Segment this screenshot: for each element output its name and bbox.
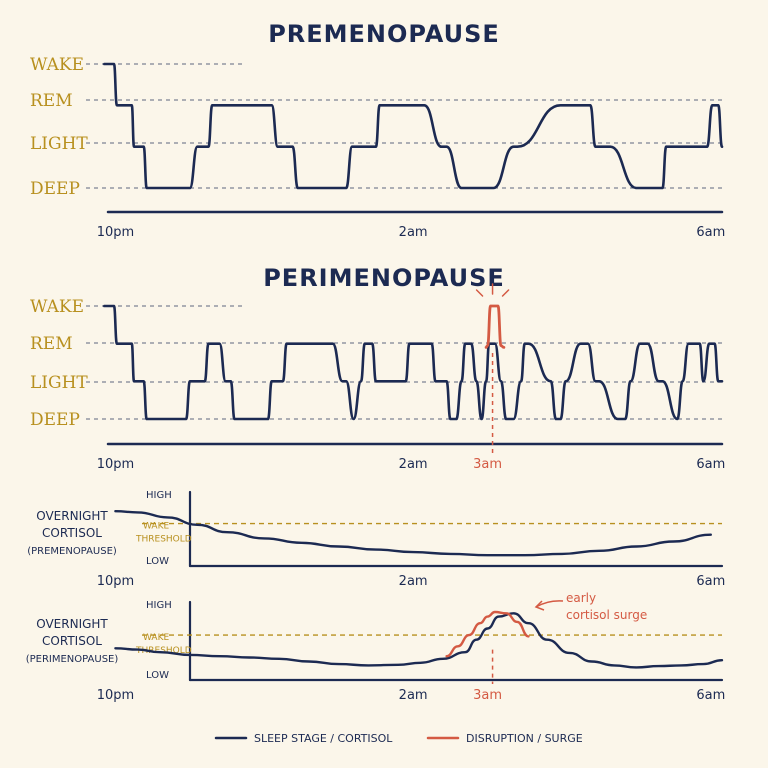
premenopause-hypnogram: PREMENOPAUSE WAKE REM LIGHT DEEP 10pm 2am 6am	[30, 20, 725, 240]
x-tick-label: 6am	[696, 457, 725, 472]
y-label-high: HIGH	[146, 490, 172, 501]
annotation-text: early	[566, 591, 596, 605]
threshold-label: THRESHOLD	[135, 535, 192, 545]
side-label: OVERNIGHT	[36, 617, 108, 631]
x-tick-label: 2am	[399, 688, 428, 703]
cortisol-line	[114, 612, 724, 669]
surge-ray	[501, 289, 510, 297]
y-label-low: LOW	[146, 556, 169, 567]
side-label: OVERNIGHT	[36, 509, 108, 523]
cortisol-perimenopause-chart: OVERNIGHT CORTISOL (PERIMENOPAUSE) HIGH LOW W…	[26, 591, 726, 703]
x-tick-label: 3am	[473, 457, 502, 472]
legend-label: SLEEP STAGE / CORTISOL	[254, 732, 393, 745]
side-label: (PREMENOPAUSE)	[27, 546, 117, 557]
x-tick-label: 6am	[696, 225, 725, 240]
sleep-stage-line	[103, 62, 724, 190]
threshold-label: WAKE	[143, 633, 169, 643]
x-tick-label: 6am	[696, 688, 725, 703]
side-label: CORTISOL	[42, 634, 102, 648]
x-tick-label: 10pm	[97, 688, 134, 703]
x-tick-label: 10pm	[97, 574, 134, 589]
side-label: (PERIMENOPAUSE)	[26, 654, 119, 665]
cortisol-surge-line	[445, 610, 530, 658]
legend: SLEEP STAGE / CORTISOL DISRUPTION / SURGE	[214, 732, 583, 745]
legend-label: DISRUPTION / SURGE	[466, 732, 583, 745]
side-label: CORTISOL	[42, 526, 102, 540]
y-label-low: LOW	[146, 670, 169, 681]
sleep-stage-line	[103, 304, 724, 421]
perimenopause-hypnogram: PERIMENOPAUSE WAKE REM LIGHT DEEP 10pm 2am 3am 6…	[30, 264, 725, 472]
annotation-text: cortisol surge	[566, 608, 647, 622]
annotation-arrowhead	[534, 600, 545, 611]
threshold-label: WAKE	[143, 522, 169, 532]
disruption-line	[484, 304, 506, 349]
stage-label-rem: REM	[30, 334, 73, 354]
x-tick-label: 10pm	[97, 225, 134, 240]
x-tick-label: 2am	[399, 574, 428, 589]
stage-label-deep: DEEP	[30, 410, 80, 430]
stage-label-wake: WAKE	[30, 55, 84, 75]
chart-title: PERIMENOPAUSE	[263, 264, 505, 292]
x-tick-label: 2am	[399, 457, 428, 472]
x-tick-label: 6am	[696, 574, 725, 589]
x-tick-label: 3am	[473, 688, 502, 703]
stage-label-rem: REM	[30, 91, 73, 111]
stage-label-light: LIGHT	[30, 134, 88, 154]
cortisol-line	[114, 510, 712, 557]
stage-label-deep: DEEP	[30, 179, 80, 199]
surge-ray	[475, 289, 484, 297]
cortisol-premenopause-chart: OVERNIGHT CORTISOL (PREMENOPAUSE) HIGH LOW WA…	[27, 490, 725, 589]
stage-label-light: LIGHT	[30, 373, 88, 393]
x-tick-label: 10pm	[97, 457, 134, 472]
y-label-high: HIGH	[146, 600, 172, 611]
stage-label-wake: WAKE	[30, 297, 84, 317]
x-tick-label: 2am	[399, 225, 428, 240]
chart-title: PREMENOPAUSE	[268, 20, 500, 48]
